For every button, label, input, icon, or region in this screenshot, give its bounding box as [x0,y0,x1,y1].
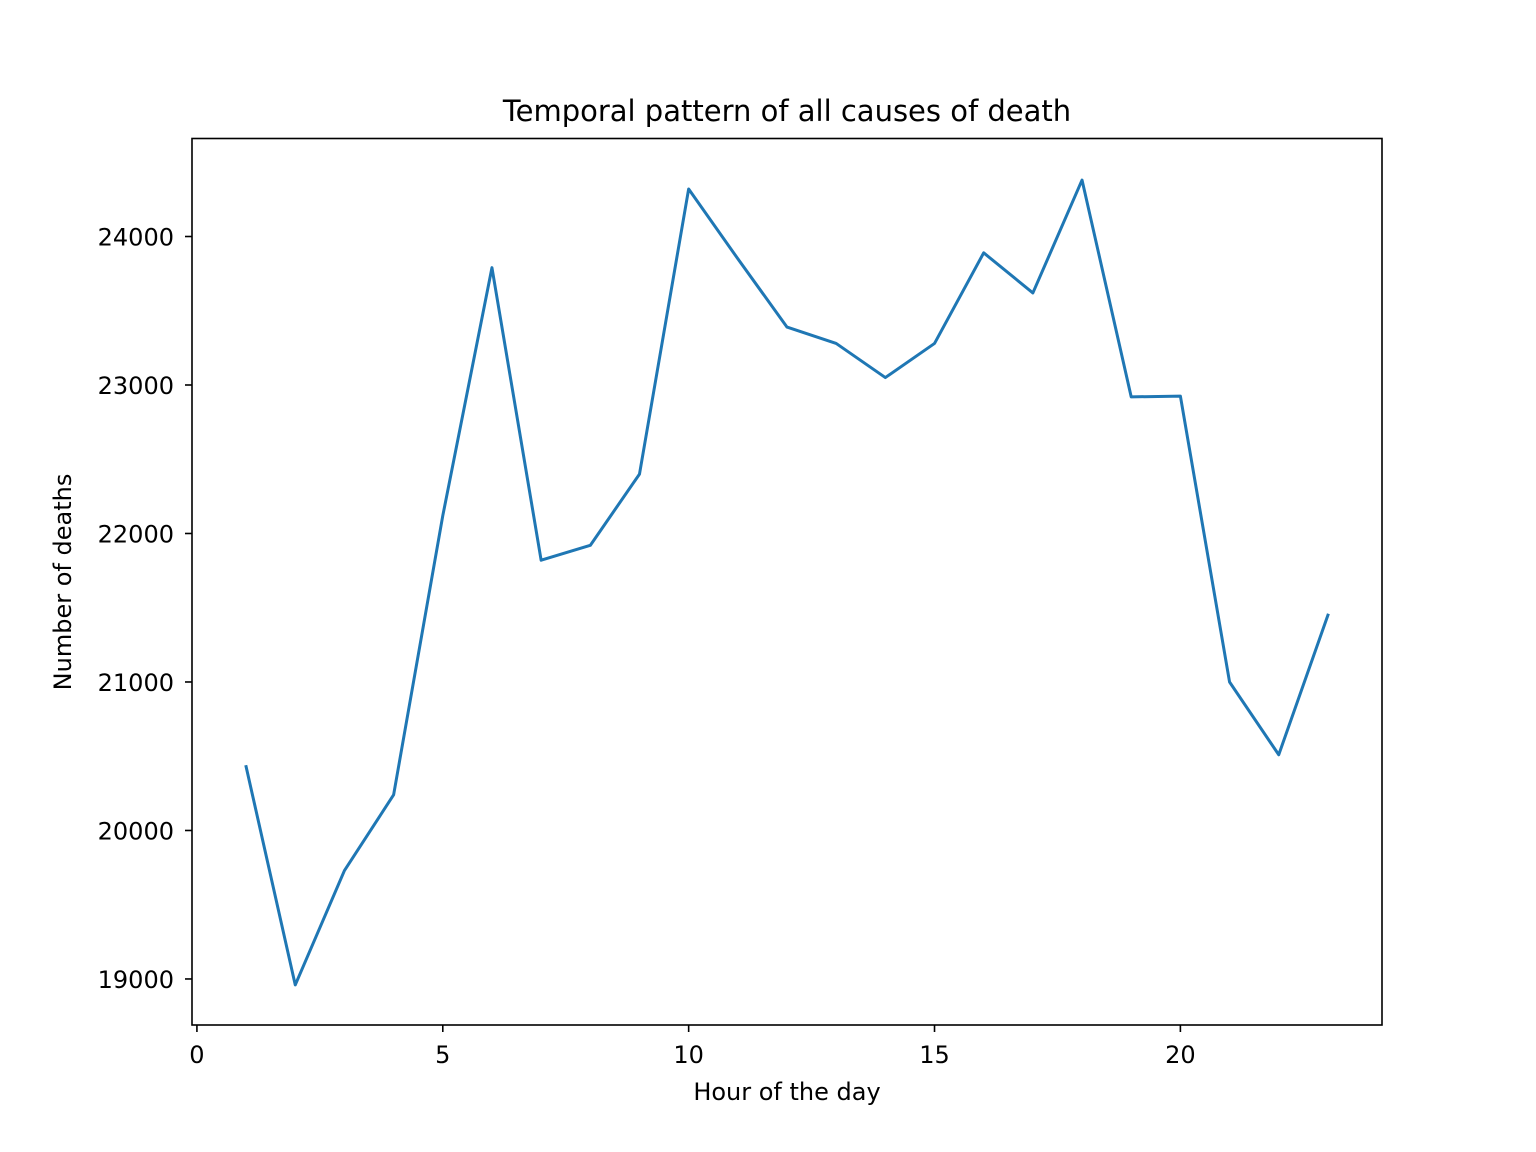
series-line [244,178,1330,987]
x-tick-label: 10 [673,1041,704,1069]
x-axis-label: Hour of the day [693,1078,880,1106]
y-axis-ticks: 19000 20000 21000 22000 23000 24000 [98,224,192,994]
x-tick-label: 5 [435,1041,450,1069]
x-tick-label: 20 [1165,1041,1196,1069]
chart-title: Temporal pattern of all causes of death [502,94,1071,128]
y-axis-label: Number of deaths [49,474,77,691]
x-tick-label: 15 [919,1041,950,1069]
x-axis-ticks: 0 5 10 15 20 [189,1025,1196,1069]
y-tick-label: 20000 [98,817,174,845]
y-tick-label: 22000 [98,520,174,548]
y-tick-label: 23000 [98,372,174,400]
y-tick-label: 21000 [98,669,174,697]
plot-area-frame [191,137,1383,1026]
x-tick-label: 0 [189,1041,204,1069]
series-layer [244,178,1330,987]
y-tick-label: 19000 [98,966,174,994]
y-tick-label: 24000 [98,224,174,252]
